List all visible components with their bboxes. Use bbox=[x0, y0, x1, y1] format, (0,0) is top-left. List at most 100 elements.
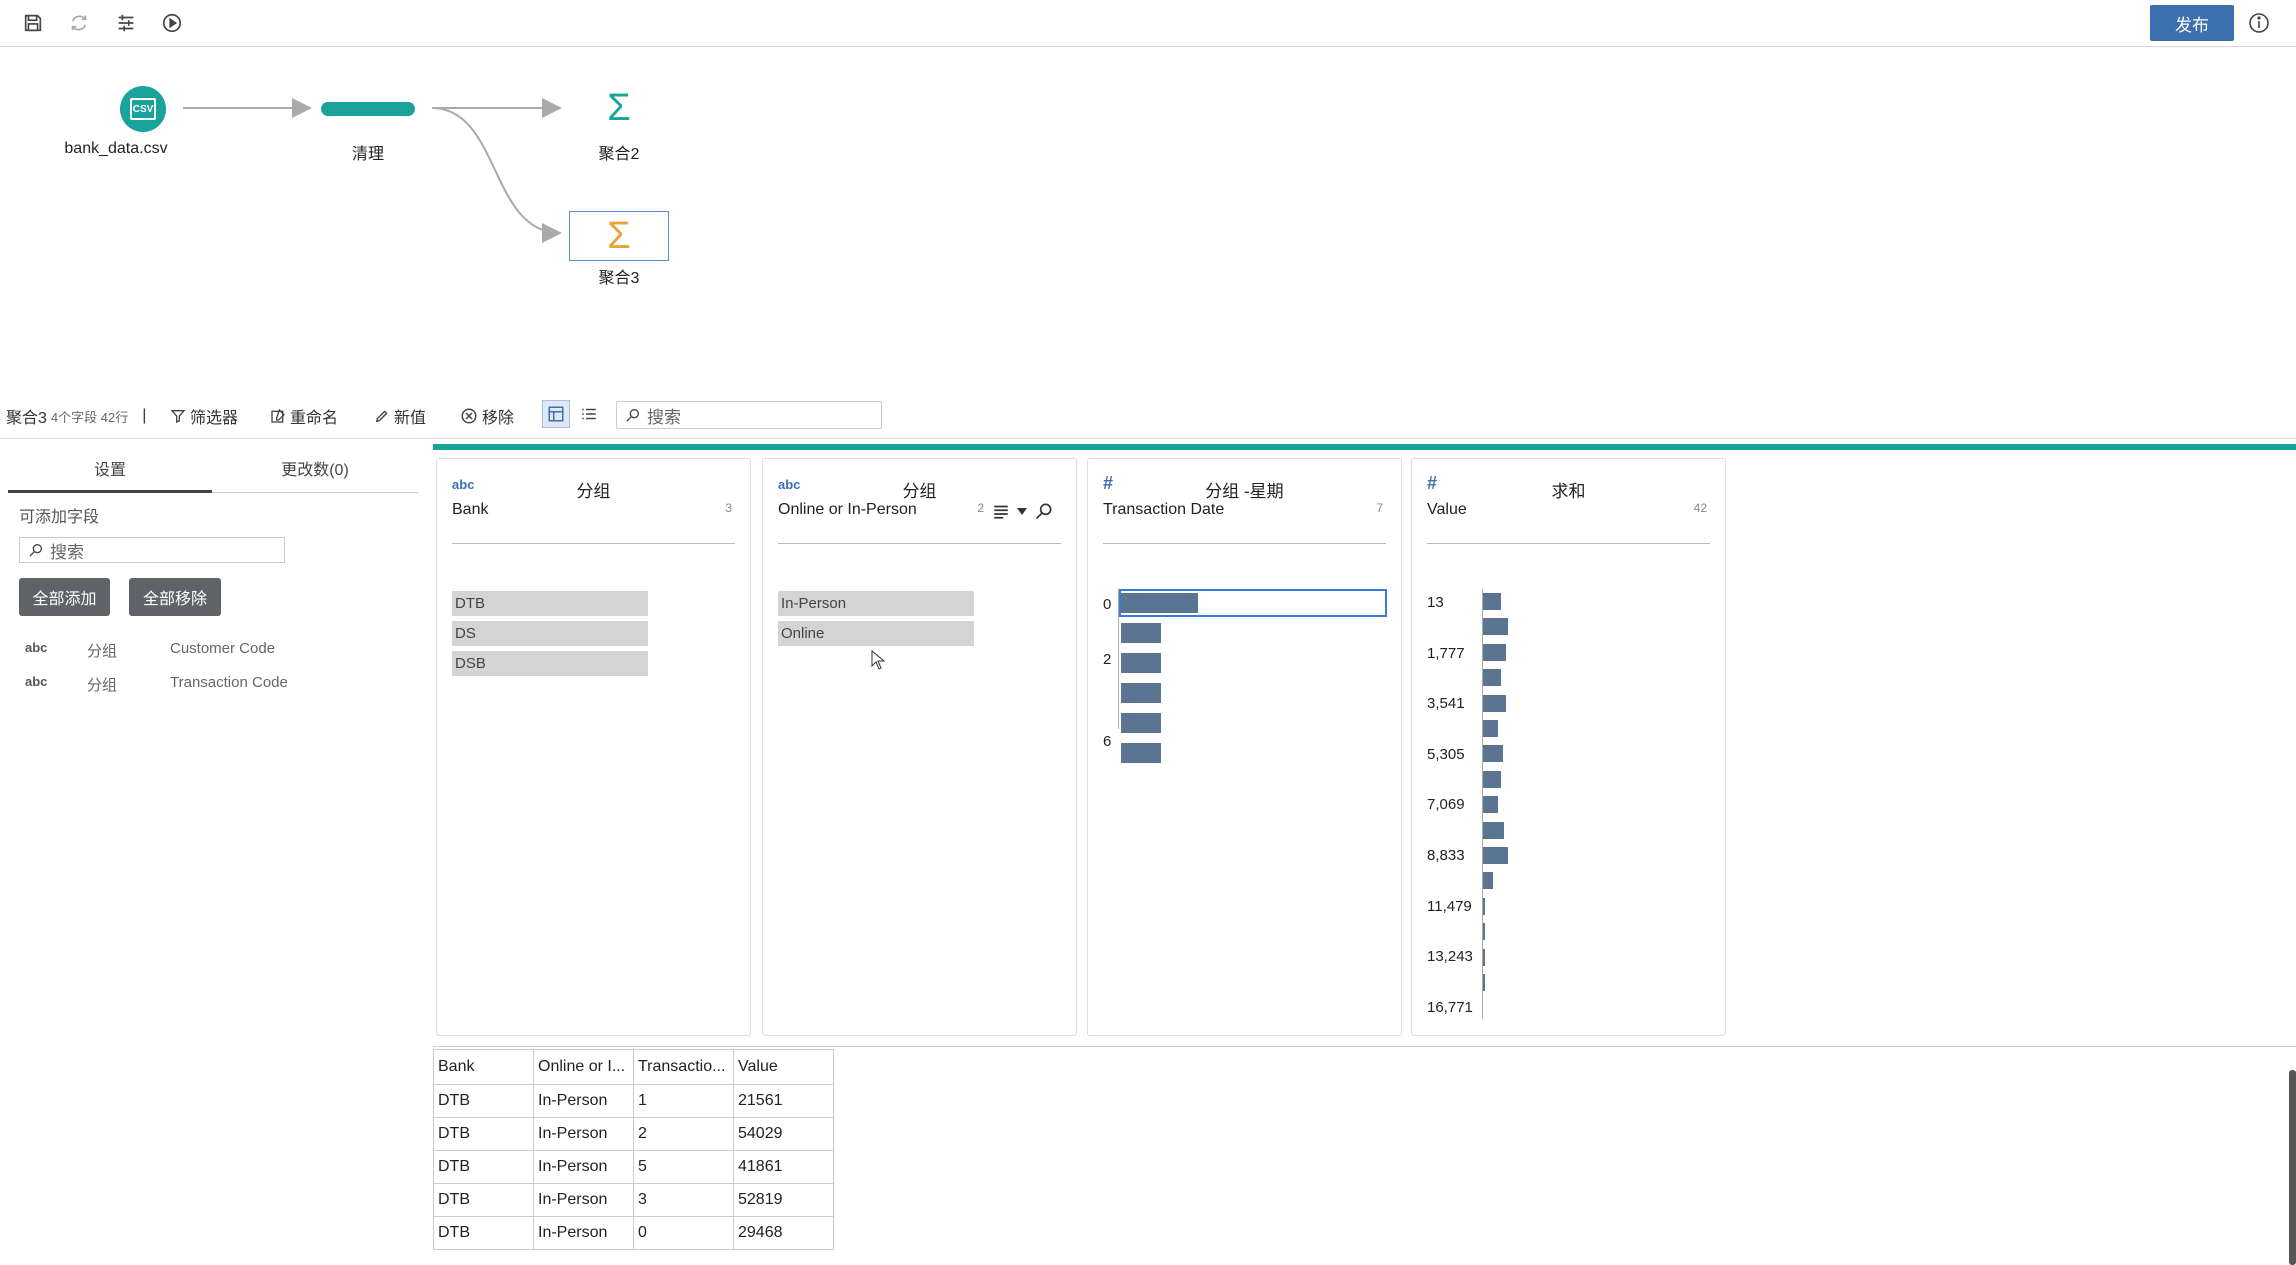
table-cell: 1 bbox=[633, 1084, 734, 1118]
card-divider bbox=[1103, 543, 1386, 544]
profile-card-bank[interactable]: abc 分组 Bank 3 DTB DS DSB bbox=[436, 458, 751, 1036]
field-role: 分组 bbox=[87, 677, 118, 694]
profile-card-channel[interactable]: abc 分组 Online or In-Person 2 In-Person O… bbox=[762, 458, 1077, 1036]
table-row[interactable]: DTB In-Person 5 41861 bbox=[433, 1150, 834, 1184]
refresh-icon[interactable] bbox=[66, 10, 92, 36]
field-type-badge: abc bbox=[452, 477, 475, 492]
column-header[interactable]: Transactio... bbox=[633, 1049, 734, 1085]
category-bar[interactable]: DS bbox=[452, 621, 648, 646]
category-bar[interactable]: DSB bbox=[452, 651, 648, 676]
sort-icon[interactable] bbox=[992, 502, 1010, 520]
card-count: 3 bbox=[725, 501, 732, 515]
publish-button[interactable]: 发布 bbox=[2150, 5, 2234, 41]
rename-button[interactable]: 重命名 bbox=[270, 404, 338, 428]
tab-settings[interactable]: 设置 bbox=[93, 462, 126, 479]
category-bar[interactable]: In-Person bbox=[778, 591, 974, 616]
addable-search-input[interactable]: 搜索 bbox=[19, 537, 285, 563]
active-tab-underline bbox=[8, 490, 212, 493]
histogram-bar[interactable] bbox=[1483, 643, 1506, 661]
tab-changes[interactable]: 更改数(0) bbox=[281, 462, 349, 479]
save-icon[interactable] bbox=[20, 10, 46, 36]
new-value-button[interactable]: 新值 bbox=[374, 404, 426, 428]
profile-accent-bar bbox=[433, 444, 2296, 450]
histogram-bar[interactable] bbox=[1483, 948, 1485, 966]
histogram-bar[interactable] bbox=[1121, 653, 1161, 673]
play-icon[interactable] bbox=[159, 10, 185, 36]
csv-node-icon[interactable]: CSV bbox=[120, 86, 166, 132]
info-icon[interactable] bbox=[2247, 11, 2271, 35]
column-header[interactable]: Bank bbox=[433, 1049, 534, 1085]
histogram-bar[interactable] bbox=[1483, 669, 1501, 687]
search-icon bbox=[29, 544, 42, 557]
histogram-bar[interactable] bbox=[1483, 796, 1498, 814]
histogram-bar[interactable] bbox=[1121, 683, 1161, 703]
histogram-bar[interactable] bbox=[1483, 897, 1485, 915]
selected-bin-outline[interactable] bbox=[1119, 589, 1387, 617]
histogram-bar[interactable] bbox=[1483, 923, 1485, 941]
card-actions bbox=[992, 501, 1054, 521]
add-all-button[interactable]: 全部添加 bbox=[19, 578, 110, 616]
card-divider bbox=[1427, 543, 1710, 544]
histogram-bar[interactable] bbox=[1483, 847, 1508, 864]
profile-card-value[interactable]: # 求和 Value 42 13 1,777 3,541 5,305 7,069 8,83… bbox=[1411, 458, 1726, 1036]
table-row[interactable]: DTB In-Person 0 29468 bbox=[433, 1216, 834, 1250]
numeric-type-icon: # bbox=[1103, 473, 1114, 493]
card-divider bbox=[778, 543, 1061, 544]
column-header[interactable]: Value bbox=[733, 1049, 834, 1085]
card-field-name: Bank bbox=[452, 501, 489, 518]
list-view-toggle[interactable] bbox=[576, 401, 602, 427]
histogram-bar[interactable] bbox=[1483, 821, 1504, 839]
scrollbar[interactable] bbox=[2289, 1070, 2296, 1265]
histogram-bar[interactable] bbox=[1121, 593, 1198, 613]
table-cell: 3 bbox=[633, 1183, 734, 1217]
card-field-name: Online or In-Person bbox=[778, 501, 917, 518]
csv-badge: CSV bbox=[130, 98, 156, 120]
sigma-icon: Σ bbox=[607, 215, 631, 257]
histogram-bar[interactable] bbox=[1483, 720, 1498, 737]
filter-button[interactable]: 筛选器 bbox=[170, 404, 238, 428]
column-header[interactable]: Online or I... bbox=[533, 1049, 634, 1085]
settings-sliders-icon[interactable] bbox=[113, 10, 139, 36]
histogram-bar[interactable] bbox=[1483, 745, 1503, 763]
remove-button[interactable]: 移除 bbox=[460, 404, 514, 428]
pencil-icon bbox=[375, 410, 388, 423]
table-row[interactable]: DTB In-Person 3 52819 bbox=[433, 1183, 834, 1217]
category-bar[interactable]: DTB bbox=[452, 591, 648, 616]
filter-icon bbox=[170, 410, 186, 424]
table-row[interactable]: DTB In-Person 2 54029 bbox=[433, 1117, 834, 1151]
histogram-bar[interactable] bbox=[1483, 770, 1501, 788]
histogram-bar[interactable] bbox=[1483, 974, 1485, 991]
histogram-bar[interactable] bbox=[1483, 872, 1493, 890]
histogram-axis bbox=[1482, 589, 1483, 1019]
remove-all-button[interactable]: 全部移除 bbox=[129, 578, 221, 616]
histogram-bar[interactable] bbox=[1121, 623, 1161, 643]
chevron-down-icon[interactable] bbox=[1016, 505, 1028, 517]
table-row[interactable]: DTB In-Person 1 21561 bbox=[433, 1084, 834, 1118]
sigma-icon[interactable]: Σ bbox=[607, 87, 631, 129]
category-bar[interactable]: Online bbox=[778, 621, 974, 646]
grid-header-row: Bank Online or I... Transactio... Value bbox=[433, 1049, 834, 1085]
table-cell: In-Person bbox=[533, 1084, 634, 1118]
histogram-bar[interactable] bbox=[1121, 743, 1161, 763]
histogram-bar[interactable] bbox=[1121, 713, 1161, 733]
histogram-bar[interactable] bbox=[1483, 618, 1508, 636]
search-icon[interactable] bbox=[1034, 501, 1054, 521]
agg3-node-selected[interactable]: Σ bbox=[569, 211, 669, 261]
profile-card-date[interactable]: # 分组 -星期 Transaction Date 7 0 2 6 bbox=[1087, 458, 1402, 1036]
axis-tick-label: 6 bbox=[1103, 733, 1112, 750]
step-title: 聚合3 4个字段 42行 | bbox=[6, 404, 146, 428]
list-view-icon bbox=[582, 408, 596, 420]
table-cell: 2 bbox=[633, 1117, 734, 1151]
histogram-bar[interactable] bbox=[1483, 694, 1506, 712]
profile-view-toggle[interactable] bbox=[542, 400, 570, 428]
histogram-bar[interactable] bbox=[1483, 593, 1501, 610]
clean-node-bar[interactable] bbox=[321, 102, 415, 116]
top-toolbar: 发布 bbox=[0, 0, 2296, 47]
card-role: 分组 bbox=[902, 482, 937, 501]
histogram-axis bbox=[1118, 589, 1119, 729]
table-cell: 5 bbox=[633, 1150, 734, 1184]
flow-canvas[interactable]: CSV bank_data.csv 清理 Σ 聚合2 Σ 聚合3 bbox=[0, 48, 2296, 388]
table-cell: 29468 bbox=[733, 1216, 834, 1250]
field-search-input[interactable]: 搜索 bbox=[616, 401, 882, 429]
node-label-agg3: 聚合3 bbox=[598, 270, 640, 287]
